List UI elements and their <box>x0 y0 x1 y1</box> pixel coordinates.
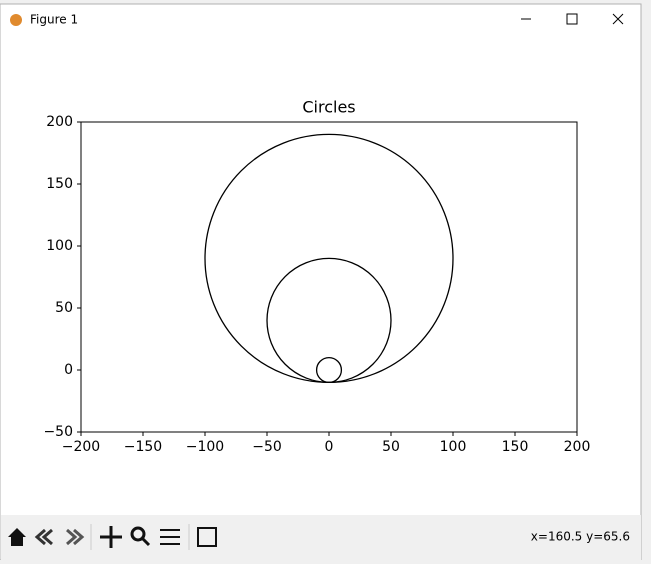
y-tick-label: 200 <box>46 114 73 130</box>
y-tick-label: 150 <box>46 176 73 192</box>
x-tick-label: −150 <box>124 439 162 455</box>
zoom-handle <box>140 536 151 547</box>
pan-button[interactable] <box>100 526 122 548</box>
y-tick-label: 50 <box>55 300 73 316</box>
zoom-button[interactable] <box>130 526 146 542</box>
x-tick-label: 150 <box>502 439 529 455</box>
title-bar: Figure 1 <box>10 13 624 27</box>
save-button[interactable] <box>197 527 217 547</box>
circle <box>315 356 343 384</box>
y-tick-label: 0 <box>64 362 73 378</box>
close-button[interactable] <box>612 13 624 25</box>
x-tick-label: 50 <box>382 439 400 455</box>
y-tick-label: 100 <box>46 238 73 254</box>
home-button[interactable] <box>8 528 26 546</box>
back-button[interactable] <box>34 528 53 546</box>
plot: −200 −150 −100 −50 0 50 100 150 200 −50 0 50 100 150 2… <box>43 114 590 455</box>
x-tick-label: 0 <box>325 439 334 455</box>
chart-title: Circles <box>302 98 355 117</box>
x-tick-label: −50 <box>252 439 282 455</box>
app-icon <box>10 14 22 26</box>
x-tick-label: −100 <box>186 439 224 455</box>
x-tick-label: 200 <box>564 439 591 455</box>
forward-button[interactable] <box>66 528 85 546</box>
configure-button[interactable] <box>160 529 180 545</box>
window <box>0 3 642 561</box>
maximize-button[interactable] <box>566 13 578 25</box>
x-tick-label: 100 <box>440 439 467 455</box>
x-tick-label: −200 <box>62 439 100 455</box>
y-tick-label: −50 <box>43 424 73 440</box>
status-text: x=160.5 y=65.6 <box>531 530 630 544</box>
toolbar-icons <box>8 524 217 550</box>
window-title: Figure 1 <box>30 13 78 27</box>
axes-frame <box>80 121 578 433</box>
